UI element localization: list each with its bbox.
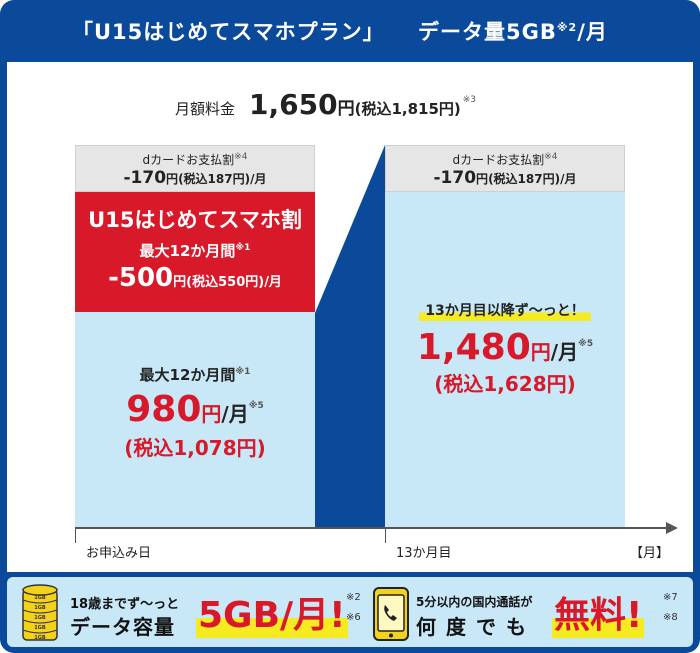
svg-text:1GB: 1GB [34, 595, 46, 601]
tick-13-months [385, 529, 386, 543]
data-promo-line2: データ容量 [70, 615, 175, 639]
timeline-13-months-label: 13か月目 [396, 546, 452, 561]
right-dcard-discount: dカードお支払割※4 -170円(税込187円)/月 [385, 145, 625, 192]
svg-text:1GB: 1GB [34, 635, 46, 641]
timeline-axis [75, 527, 667, 529]
call-promo-free: 無料! [552, 586, 645, 638]
u15-discount-box: U15はじめてスマホ割 最大12か月間※1 -500円(税込550円)/月 [75, 192, 315, 312]
left-dcard-discount: dカードお支払割※4 -170円(税込187円)/月 [75, 145, 315, 192]
plan-name: 「U15はじめてスマホプラン」 [72, 20, 385, 44]
svg-text:1GB: 1GB [34, 615, 46, 621]
svg-text:1GB: 1GB [34, 625, 46, 631]
svg-text:1GB: 1GB [34, 605, 46, 611]
first-year-price: 最大12か月間※1 980円/月※5 (税込1,078円) [124, 366, 266, 460]
header: 「U15はじめてスマホプラン」 データ量5GB※2/月 [0, 0, 700, 62]
phone-icon [373, 587, 409, 641]
call-promo-notes: ※7 ※8 [663, 592, 678, 623]
call-promo-line1: 5分以内の国内通話が [416, 595, 533, 609]
right-price-column [385, 192, 625, 527]
data-allowance: データ量5GB※2/月 [418, 20, 608, 44]
data-promo-notes: ※2 ※6 [346, 592, 361, 623]
after-13-months-price: 13か月目以降ず〜っと！ 1,480円/月※5 (税込1,628円) [385, 300, 625, 397]
price-step-graphic [315, 145, 385, 527]
monthly-fee: 月額料金 1,650 円 (税込1,815円) ※3 [175, 88, 477, 121]
timeline-arrow-icon [666, 522, 678, 534]
timeline-start-label: お申込み日 [86, 546, 152, 561]
data-promo-line1: 18歳までず〜っと [70, 597, 180, 612]
database-icon: 1GB 1GB 1GB 1GB 1GB [22, 584, 58, 641]
data-promo-amount: 5GB/月! [196, 586, 348, 638]
tick-start [75, 529, 76, 543]
call-promo-line2: 何度でも [416, 615, 536, 639]
timeline-unit-label: 【月】 [630, 546, 670, 561]
